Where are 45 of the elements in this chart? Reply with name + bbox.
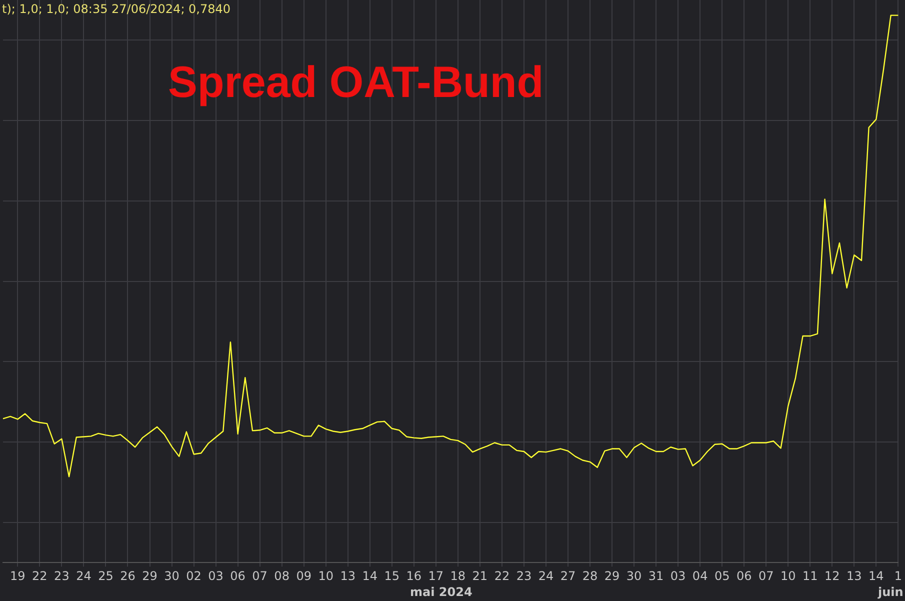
- x-tick-label: 22: [32, 568, 48, 583]
- x-tick-label: 06: [230, 568, 246, 583]
- x-tick-label: 03: [208, 568, 224, 583]
- x-tick-label: 28: [582, 568, 598, 583]
- text: juin: [878, 585, 904, 599]
- x-tick-label: 06: [736, 568, 752, 583]
- x-tick-label: 03: [670, 568, 686, 583]
- x-tick-label: 09: [296, 568, 312, 583]
- x-tick-label: 14: [868, 568, 884, 583]
- x-tick-label: 24: [538, 568, 554, 583]
- x-tick-label: 16: [406, 568, 422, 583]
- x-tick-label: 31: [648, 568, 664, 583]
- x-tick-label: 29: [604, 568, 620, 583]
- x-tick-label: 30: [626, 568, 642, 583]
- x-tick-label: 05: [714, 568, 730, 583]
- x-tick-label: 17: [428, 568, 444, 583]
- x-tick-label: 24: [76, 568, 92, 583]
- x-tick-label: 23: [54, 568, 70, 583]
- x-tick-label: 14: [362, 568, 378, 583]
- x-tick-label: 12: [824, 568, 840, 583]
- text: mai 2024: [410, 585, 472, 599]
- x-tick-label: 23: [516, 568, 532, 583]
- x-tick-label: 1: [894, 568, 902, 583]
- x-tick-label: 13: [846, 568, 862, 583]
- x-tick-label: 08: [274, 568, 290, 583]
- x-tick-label: 19: [10, 568, 26, 583]
- x-tick-label: 07: [252, 568, 268, 583]
- x-tick-label: 29: [142, 568, 158, 583]
- x-tick-label: 07: [758, 568, 774, 583]
- x-tick-label: 22: [494, 568, 510, 583]
- annotation: t); 1,0; 1,0; 08:35 27/06/2024; 0,7840: [2, 2, 231, 16]
- x-tick-label: 10: [780, 568, 796, 583]
- x-tick-label: 11: [802, 568, 818, 583]
- x-tick-label: 04: [692, 568, 708, 583]
- x-tick-label: 13: [340, 568, 356, 583]
- x-tick-label: 30: [164, 568, 180, 583]
- x-tick-label: 18: [450, 568, 466, 583]
- text: Spread OAT-Bund: [168, 58, 544, 108]
- x-tick-label: 02: [186, 568, 202, 583]
- x-tick-label: 21: [472, 568, 488, 583]
- x-tick-label: 10: [318, 568, 334, 583]
- x-tick-label: 27: [560, 568, 576, 583]
- x-tick-label: 15: [384, 568, 400, 583]
- x-tick-label: 26: [120, 568, 136, 583]
- x-tick-label: 25: [98, 568, 114, 583]
